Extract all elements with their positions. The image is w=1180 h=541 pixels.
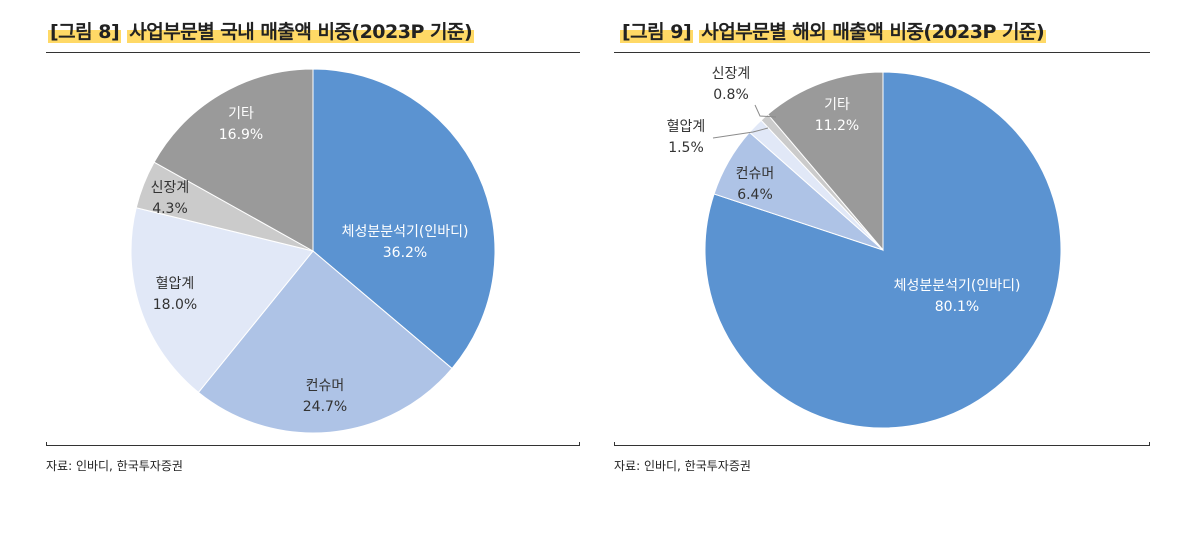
pie-0-label-height-meter: 신장계 — [151, 180, 190, 196]
pie-1-value-body-composition: 80.1% — [935, 299, 979, 315]
pie-1-label-height-meter: 신장계 — [712, 66, 751, 82]
pie-0-value-consumer: 24.7% — [303, 399, 347, 415]
pie-0-label-blood-pressure: 혈압계 — [156, 276, 195, 292]
pie-0-value-other: 16.9% — [219, 127, 263, 143]
figure-8-top-rule — [46, 52, 580, 53]
pie-1-value-blood-pressure: 1.5% — [668, 140, 704, 156]
pie-0-label-body-composition: 체성분분석기(인바디) — [342, 224, 469, 240]
pie-1-slice-body-composition — [704, 71, 1062, 429]
pie-1-value-other: 11.2% — [815, 118, 859, 134]
figure-9-source: 자료: 인바디, 한국투자증권 — [614, 459, 751, 473]
pie-1-leader-line-blood-pressure — [712, 127, 769, 139]
pie-0-slice-consumer — [197, 250, 453, 434]
figure-8-title-text: 사업부문별 국내 매출액 비중(2023P 기준) — [127, 21, 475, 43]
pie-1-label-consumer: 컨슈머 — [736, 166, 775, 182]
pie-0-label-consumer: 컨슈머 — [306, 378, 345, 394]
pie-0-slice-blood-pressure — [130, 207, 314, 394]
pie-0-label-other: 기타 — [228, 106, 254, 122]
pie-1-label-body-composition: 체성분분석기(인바디) — [894, 278, 1021, 294]
pie-1-slice-other — [767, 71, 884, 252]
figure-9-top-rule — [614, 52, 1150, 53]
pie-1-label-blood-pressure: 혈압계 — [667, 119, 706, 135]
figure-8-source: 자료: 인바디, 한국투자증권 — [46, 459, 183, 473]
pie-1-leader-line-height-meter — [754, 104, 777, 118]
figure-8-title-bracket: [그림 8] — [48, 21, 122, 43]
pie-1-value-height-meter: 0.8% — [713, 87, 749, 103]
pie-0-value-blood-pressure: 18.0% — [153, 297, 197, 313]
figure-8-bottom-rule — [46, 445, 580, 446]
figure-9-title-bracket: [그림 9] — [620, 21, 694, 43]
figure-9-bottom-rule — [614, 445, 1150, 446]
pie-0-value-height-meter: 4.3% — [152, 201, 188, 217]
figure-8-title: [그림 8] 사업부문별 국내 매출액 비중(2023P 기준) — [48, 18, 475, 46]
figure-8-rule-tick-right — [579, 442, 580, 446]
figure-9-title-text: 사업부문별 해외 매출액 비중(2023P 기준) — [699, 21, 1047, 43]
figure-9-rule-tick-right — [1149, 442, 1150, 446]
figure-9-title: [그림 9] 사업부문별 해외 매출액 비중(2023P 기준) — [620, 18, 1047, 46]
pie-1-value-consumer: 6.4% — [737, 187, 773, 203]
figure-8-rule-tick-left — [46, 442, 47, 446]
pie-0-value-body-composition: 36.2% — [383, 245, 427, 261]
pie-0-slice-body-composition — [312, 68, 496, 370]
figure-9-rule-tick-left — [614, 442, 615, 446]
pie-0-slice-other — [153, 68, 314, 252]
pie-1-label-other: 기타 — [824, 97, 850, 113]
